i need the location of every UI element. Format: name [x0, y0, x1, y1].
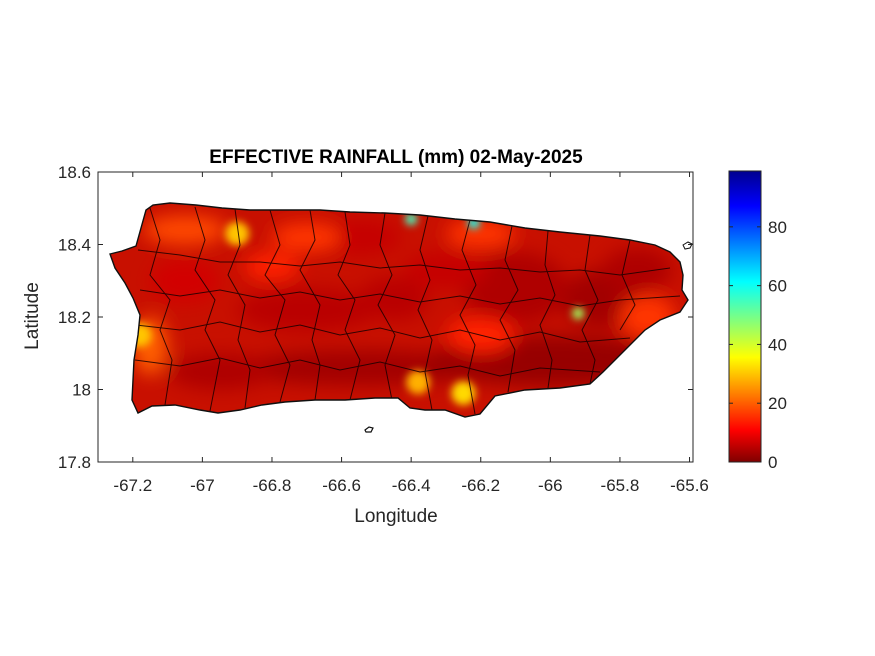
x-tick-label: -66.6	[322, 476, 361, 495]
municipality-boundary	[194, 206, 221, 412]
municipality-boundary	[227, 208, 251, 409]
y-tick-label: 18	[72, 381, 91, 400]
rainfall-hotspot	[451, 381, 476, 406]
x-tick-label: -65.8	[601, 476, 640, 495]
municipality-boundary	[417, 215, 433, 411]
rainfall-region	[358, 277, 429, 321]
y-axis-label: Latitude	[22, 282, 43, 350]
rainfall-region	[602, 248, 673, 292]
rainfall-region	[244, 251, 300, 281]
rainfall-hotspot	[405, 213, 418, 226]
municipality-boundary	[581, 234, 599, 385]
colorbar-gradient	[728, 170, 762, 463]
x-tick-label: -67	[190, 476, 215, 495]
municipality-boundary	[149, 207, 173, 406]
rainfall-hotspot	[225, 221, 250, 246]
axes: -67.2 -67 -66.8 -66.6 -66.4 -66.2 -66 -65.8 -65.…	[58, 163, 709, 495]
colorbar-tick-label: 60	[768, 277, 787, 296]
x-tick-label: -66.8	[253, 476, 292, 495]
y-tick-label: 17.8	[58, 453, 91, 472]
rainfall-region	[271, 222, 342, 252]
municipality-boundary	[459, 219, 477, 415]
colorbar-ticks: 0 20 40 60 80	[729, 218, 787, 472]
municipality-borders	[134, 206, 681, 415]
x-tick-label: -65.6	[670, 476, 709, 495]
rainfall-region	[167, 353, 272, 390]
municipality-boundary	[499, 225, 519, 393]
map-title: EFFECTIVE RAINFALL (mm) 02-May-2025	[209, 147, 583, 168]
colorbar-tick-label: 0	[768, 453, 777, 472]
rainfall-region	[150, 259, 220, 303]
y-axis-ticks: 17.8 18 18.2 18.4 18.6	[58, 163, 693, 472]
x-tick-label: -66.2	[461, 476, 500, 495]
colorbar-tick-label: 20	[768, 394, 787, 413]
municipality-boundary	[134, 357, 601, 377]
y-tick-label: 18.4	[58, 236, 91, 255]
culebra-islet	[682, 241, 693, 250]
rainfall-layer	[109, 202, 693, 433]
rainfall-region	[445, 219, 516, 249]
rainfall-region	[237, 288, 377, 332]
y-tick-label: 18.6	[58, 163, 91, 182]
municipality-boundary	[139, 289, 681, 307]
colorbar: 0 20 40 60 80	[728, 170, 787, 472]
x-tick-label: -67.2	[113, 476, 152, 495]
rainfall-region	[143, 215, 227, 245]
municipality-boundary	[619, 239, 636, 331]
y-tick-label: 18.2	[58, 308, 91, 327]
colorbar-tick-label: 40	[768, 335, 787, 354]
municipality-boundary	[377, 212, 396, 401]
municipality-boundary	[264, 209, 291, 403]
island-outline	[109, 202, 689, 418]
x-axis-ticks: -67.2 -67 -66.8 -66.6 -66.4 -66.2 -66 -65.8 -65.…	[113, 172, 709, 495]
municipality-boundary	[337, 211, 361, 401]
municipality-boundary	[539, 230, 556, 389]
rainfall-region	[317, 219, 401, 256]
municipality-boundary	[135, 321, 631, 343]
x-tick-label: -66	[538, 476, 563, 495]
caja-de-muertos-islet	[364, 426, 374, 433]
rainfall-hotspot	[406, 370, 431, 395]
x-tick-label: -66.4	[392, 476, 431, 495]
island-fill	[110, 203, 688, 417]
rainfall-hotspot	[572, 307, 585, 320]
x-axis-label: Longitude	[354, 506, 437, 527]
municipality-boundary	[137, 249, 671, 276]
rainfall-region	[463, 251, 568, 325]
colorbar-tick-label: 80	[768, 218, 787, 237]
